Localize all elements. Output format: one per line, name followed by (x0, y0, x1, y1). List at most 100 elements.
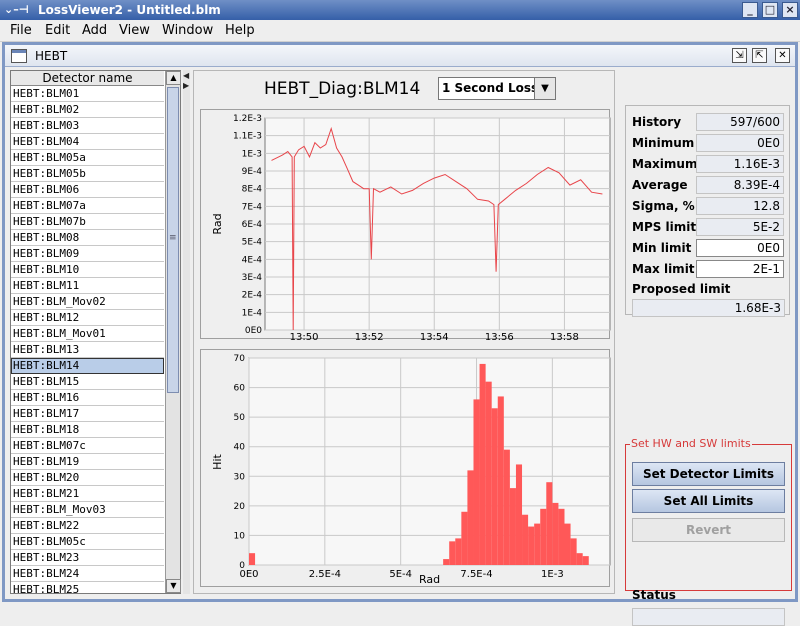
revert-button[interactable]: Revert (632, 518, 785, 542)
collapse-left-icon[interactable]: ◀ (183, 71, 190, 80)
minimize-button[interactable]: _ (742, 2, 758, 18)
histogram-bar (540, 508, 547, 565)
histogram-bar (479, 363, 486, 565)
scroll-up-icon[interactable]: ▲ (166, 71, 181, 85)
detector-list: HEBT:BLM01 HEBT:BLM02 HEBT:BLM03 HEBT:BLM04… (11, 86, 164, 593)
detector-list-item[interactable]: HEBT:BLM07c (11, 438, 164, 454)
detector-list-item[interactable]: HEBT:BLM01 (11, 86, 164, 102)
detector-list-item[interactable]: HEBT:BLM14 (11, 358, 164, 374)
histogram-bar (558, 508, 565, 565)
histogram-bar (564, 523, 571, 565)
detector-list-item[interactable]: HEBT:BLM20 (11, 470, 164, 486)
histogram-bar (522, 514, 529, 565)
max-limit-label: Max limit (632, 262, 695, 276)
set-all-limits-button[interactable]: Set All Limits (632, 489, 785, 513)
detector-list-item[interactable]: HEBT:BLM24 (11, 566, 164, 582)
device-title: HEBT_Diag:BLM14 (264, 79, 421, 99)
histogram-bar (515, 464, 523, 565)
detector-list-item[interactable]: HEBT:BLM_Mov03 (11, 502, 164, 518)
histogram-bar (528, 526, 535, 565)
close-frame-icon[interactable]: ✕ (775, 48, 790, 63)
menu-bar: File Edit Add View Window Help (0, 20, 800, 42)
detector-list-item[interactable]: HEBT:BLM05b (11, 166, 164, 182)
sigma-value: 12.8 (696, 197, 784, 215)
detector-list-item[interactable]: HEBT:BLM13 (11, 342, 164, 358)
dropdown-arrow-icon[interactable]: ▼ (534, 78, 555, 99)
menu-help[interactable]: Help (225, 23, 255, 38)
detector-list-item[interactable]: HEBT:BLM17 (11, 406, 164, 422)
list-scrollbar[interactable]: ▲ ▼ (165, 71, 181, 593)
loss-type-select[interactable]: 1 Second Loss ▼ (438, 77, 556, 100)
stat-row: Min limit 0E0 (632, 239, 787, 257)
histogram-bar (449, 541, 456, 565)
x-tick-label: 13:56 (485, 332, 514, 340)
menu-add[interactable]: Add (82, 23, 108, 38)
y-tick-label: 10 (234, 531, 246, 541)
detector-list-item[interactable]: HEBT:BLM21 (11, 486, 164, 502)
loss-history-plot[interactable]: 0E0 1E-4 2E-4 3E-4 4E-4 5E-4 6E-4 7E-4 8E-4 9E-4 1… (200, 109, 611, 340)
detector-list-item[interactable]: HEBT:BLM23 (11, 550, 164, 566)
detector-list-item[interactable]: HEBT:BLM08 (11, 230, 164, 246)
histogram-bar (443, 559, 450, 565)
loss-histogram-svg: 0 10 20 30 40 50 60 70 0E0 2.5E-4 5E-4 7.5E-4 1E-3 Hi… (211, 354, 611, 586)
detector-list-item[interactable]: HEBT:BLM07b (11, 214, 164, 230)
detector-list-item[interactable]: HEBT:BLM05c (11, 534, 164, 550)
set-detector-limits-button[interactable]: Set Detector Limits (632, 462, 785, 486)
detector-list-item[interactable]: HEBT:BLM15 (11, 374, 164, 390)
menu-view[interactable]: View (119, 23, 150, 38)
detector-list-item[interactable]: HEBT:BLM19 (11, 454, 164, 470)
min-limit-label: Min limit (632, 241, 692, 255)
status-label: Status (632, 588, 676, 602)
split-pane-divider[interactable]: ◀ ▶ (183, 70, 190, 594)
detector-list-item[interactable]: HEBT:BLM04 (11, 134, 164, 150)
x-tick-label: 13:50 (290, 332, 319, 340)
stat-row: Sigma, % 12.8 (632, 197, 787, 215)
scroll-thumb[interactable] (167, 87, 179, 393)
y-tick-label: 1.2E-3 (233, 114, 262, 124)
menu-window[interactable]: Window (162, 23, 214, 38)
detector-list-item[interactable]: HEBT:BLM05a (11, 150, 164, 166)
loss-histogram-plot[interactable]: 0 10 20 30 40 50 60 70 0E0 2.5E-4 5E-4 7.5E-4 1E-3 Hi… (200, 349, 611, 587)
iconify-icon[interactable]: ⇲ (732, 48, 747, 63)
detector-list-item[interactable]: HEBT:BLM10 (11, 262, 164, 278)
detector-list-item[interactable]: HEBT:BLM12 (11, 310, 164, 326)
list-column-header[interactable]: Detector name (11, 71, 164, 86)
maximize-button[interactable]: □ (762, 2, 778, 18)
histogram-bar (582, 556, 589, 565)
x-tick-label: 7.5E-4 (460, 569, 492, 580)
detector-list-item[interactable]: HEBT:BLM06 (11, 182, 164, 198)
scroll-down-icon[interactable]: ▼ (166, 579, 181, 593)
detector-list-item[interactable]: HEBT:BLM18 (11, 422, 164, 438)
detector-list-item[interactable]: HEBT:BLM02 (11, 102, 164, 118)
expand-right-icon[interactable]: ▶ (183, 81, 190, 90)
detector-list-item[interactable]: HEBT:BLM16 (11, 390, 164, 406)
close-button[interactable]: × (782, 2, 798, 18)
y-tick-label: 0 (239, 561, 245, 571)
window-menu-icon[interactable]: ⌄–⊣ (4, 3, 29, 16)
detector-list-item[interactable]: HEBT:BLM22 (11, 518, 164, 534)
maximize-frame-icon[interactable]: ⇱ (752, 48, 767, 63)
detector-list-item[interactable]: HEBT:BLM_Mov01 (11, 326, 164, 342)
hebt-internal-frame: HEBT ⇲ ⇱ ✕ Detector name HEBT:BLM01 HEBT:… (2, 42, 798, 626)
detector-list-item[interactable]: HEBT:BLM07a (11, 198, 164, 214)
menu-file[interactable]: File (10, 23, 32, 38)
detector-list-item[interactable]: HEBT:BLM09 (11, 246, 164, 262)
y-tick-label: 70 (234, 354, 246, 364)
detector-list-item[interactable]: HEBT:BLM_Mov02 (11, 294, 164, 310)
y-tick-label: 5E-4 (242, 238, 263, 248)
y-tick-label: 60 (234, 384, 246, 394)
frame-icon (11, 49, 27, 63)
max-limit-input[interactable]: 2E-1 (696, 260, 784, 278)
y-tick-label: 20 (234, 502, 246, 512)
menu-edit[interactable]: Edit (45, 23, 71, 38)
sigma-label: Sigma, % (632, 199, 695, 213)
x-axis-label: Rad (419, 573, 440, 586)
detector-list-item[interactable]: HEBT:BLM11 (11, 278, 164, 294)
x-tick-label: 2.5E-4 (309, 569, 341, 580)
detector-list-item[interactable]: HEBT:BLM03 (11, 118, 164, 134)
statistics-panel: History 597/600 Minimum 0E0 Maximum 1.16E-3 Av… (625, 105, 790, 317)
min-limit-input[interactable]: 0E0 (696, 239, 784, 257)
detector-list-item[interactable]: HEBT:BLM25 (11, 582, 164, 593)
histogram-bar (546, 482, 553, 565)
status-field (632, 608, 785, 626)
